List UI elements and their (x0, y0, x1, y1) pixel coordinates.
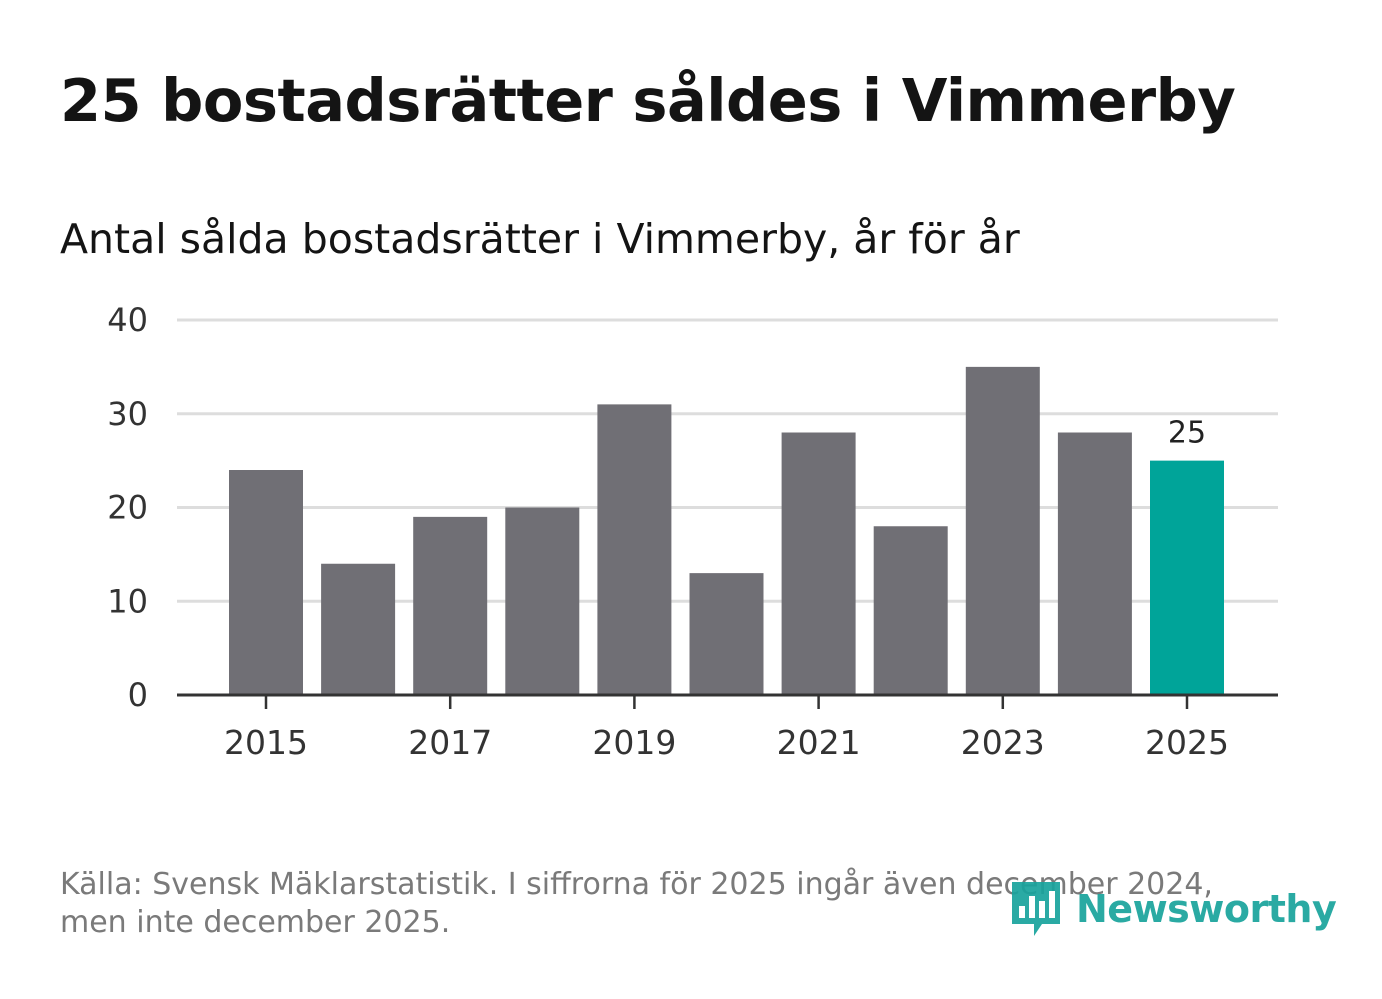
bar (229, 470, 303, 695)
bar (505, 507, 580, 695)
newsworthy-logo-text: Newsworthy (1076, 887, 1337, 931)
bar (689, 573, 764, 695)
y-tick-label: 0 (128, 676, 148, 714)
x-tick-label: 2023 (961, 723, 1045, 762)
bar-highlight (1150, 460, 1224, 695)
bar (413, 516, 488, 695)
data-label: 25 (1168, 416, 1206, 451)
bar (321, 563, 396, 695)
x-tick-label: 2025 (1145, 723, 1229, 762)
chart-subtitle: Antal sålda bostadsrätter i Vimmerby, år… (60, 215, 1020, 263)
x-tick-label: 2019 (592, 723, 676, 762)
y-tick-label: 20 (107, 489, 148, 527)
y-tick-label: 40 (107, 301, 148, 339)
y-tick-label: 10 (107, 582, 148, 620)
x-tick-label: 2017 (408, 723, 492, 762)
bar (1057, 432, 1132, 695)
newsworthy-logo: Newsworthy (1010, 880, 1337, 938)
newsworthy-logo-icon (1012, 882, 1060, 936)
bar (781, 432, 856, 695)
bar (873, 526, 948, 695)
source-line-2: men inte december 2025. (60, 905, 451, 940)
x-tick-label: 2021 (777, 723, 861, 762)
bar (597, 404, 672, 695)
x-tick-label: 2015 (224, 723, 308, 762)
bar (965, 366, 1040, 695)
y-tick-label: 30 (107, 395, 148, 433)
chart-title: 25 bostadsrätter såldes i Vimmerby (60, 66, 1236, 135)
